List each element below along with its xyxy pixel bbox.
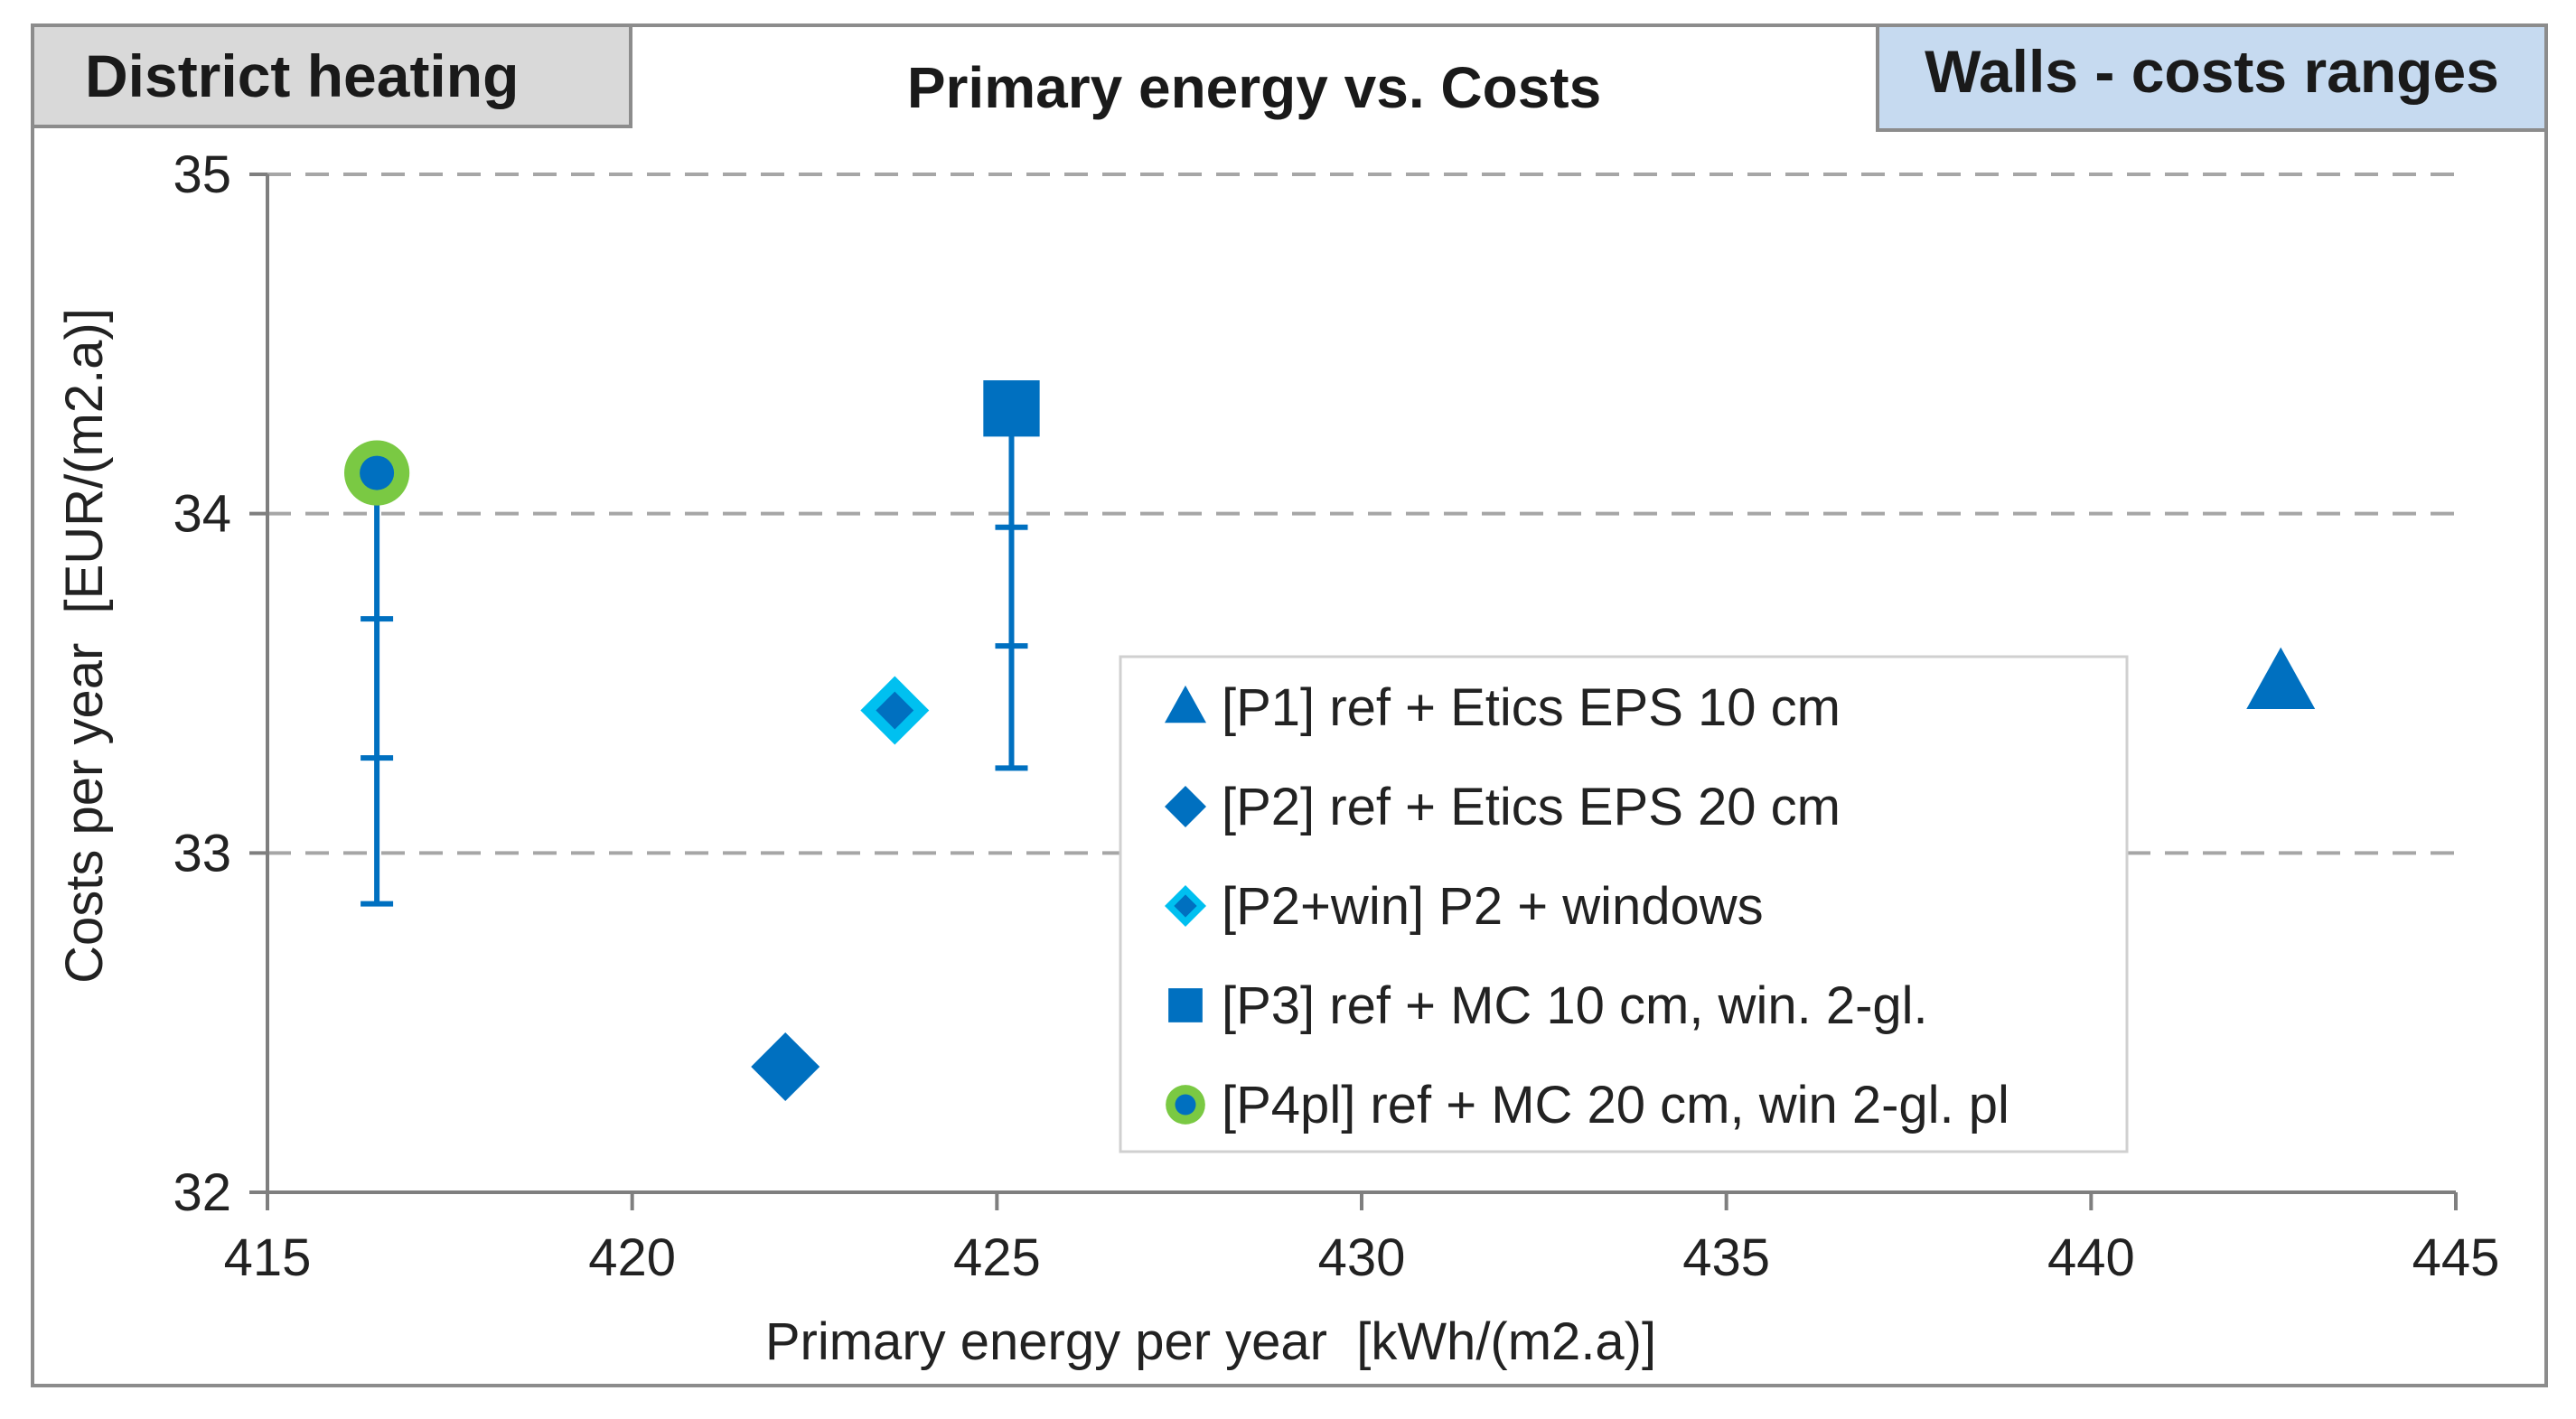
legend-marker-4 xyxy=(1166,1085,1205,1125)
x-tick-label-425: 425 xyxy=(953,1228,1041,1287)
data-point-2 xyxy=(860,676,930,745)
legend-label-0: [P1] ref + Etics EPS 10 cm xyxy=(1222,678,1841,737)
data-point-0 xyxy=(2246,647,2316,709)
x-tick-label-435: 435 xyxy=(1682,1228,1770,1287)
x-tick-label-415: 415 xyxy=(224,1228,312,1287)
y-tick-label-35: 35 xyxy=(173,145,231,204)
legend-marker-1 xyxy=(1165,786,1206,827)
x-tick-label-440: 440 xyxy=(2047,1228,2135,1287)
y-tick-label-33: 33 xyxy=(173,824,231,882)
legend-marker-0 xyxy=(1165,685,1206,724)
legend-marker-3 xyxy=(1168,988,1203,1022)
x-tick-label-445: 445 xyxy=(2412,1228,2500,1287)
legend-label-2: [P2+win] P2 + windows xyxy=(1222,877,1764,936)
y-axis-title: Costs per year [EUR/(m2.a)] xyxy=(55,308,114,984)
tab-primary-energy-vs-costs[interactable]: Primary energy vs. Costs xyxy=(906,55,1602,120)
x-axis-title: Primary energy per year [kWh/(m2.a)] xyxy=(765,1312,1656,1371)
tab-walls-costs-ranges[interactable]: Walls - costs ranges xyxy=(1876,23,2548,132)
data-point-3 xyxy=(983,380,1040,437)
legend-label-1: [P2] ref + Etics EPS 20 cm xyxy=(1222,778,1841,836)
x-tick-label-420: 420 xyxy=(588,1228,676,1287)
cost-ranges xyxy=(361,408,1028,907)
axes: 32 33 34 35 415 420 425 430 435 440 445 xyxy=(173,145,2499,1287)
y-tick-label-32: 32 xyxy=(173,1163,231,1222)
x-tick-label-430: 430 xyxy=(1318,1228,1406,1287)
y-tick-label-34: 34 xyxy=(173,485,231,544)
legend-box xyxy=(1119,655,2129,1153)
tab-district-heating[interactable]: District heating xyxy=(31,23,632,128)
legend-label-3: [P3] ref + MC 10 cm, win. 2-gl. xyxy=(1222,976,1928,1035)
data-point-1 xyxy=(751,1032,820,1102)
legend-marker-2 xyxy=(1165,885,1206,927)
legend-marker-2-core xyxy=(1174,894,1197,918)
legend: [P1] ref + Etics EPS 10 cm [P2] ref + Eti… xyxy=(1119,655,2129,1153)
data-points xyxy=(344,380,2316,1102)
data-point-4 xyxy=(344,440,410,506)
legend-label-4: [P4pl] ref + MC 20 cm, win 2-gl. pl xyxy=(1222,1076,2009,1134)
legend-marker-4-core xyxy=(1175,1094,1196,1116)
data-point-4-core xyxy=(360,455,395,490)
data-point-2-core xyxy=(876,691,914,730)
